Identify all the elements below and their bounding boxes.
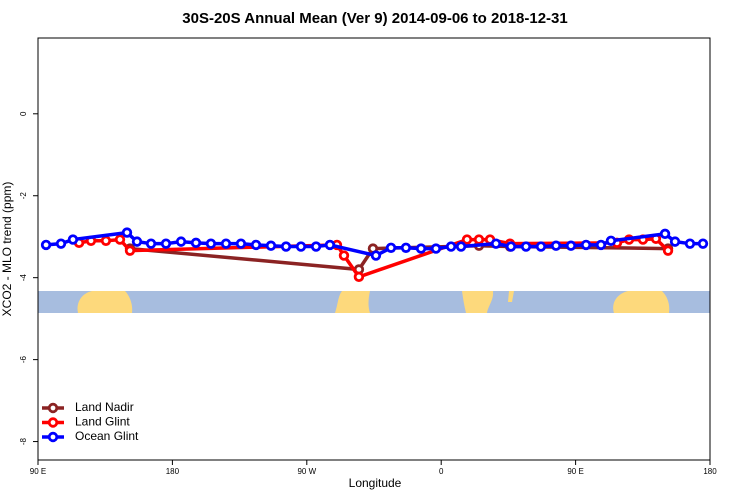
point — [205, 238, 217, 249]
x-tick-label: 90 E — [30, 467, 46, 476]
point — [473, 234, 485, 245]
point — [580, 239, 592, 251]
point — [461, 234, 473, 245]
point — [114, 234, 126, 245]
point — [175, 236, 187, 247]
point — [145, 238, 157, 249]
point — [250, 239, 262, 251]
point — [100, 235, 112, 247]
land — [613, 291, 670, 313]
point — [565, 240, 577, 251]
point — [131, 236, 143, 247]
point — [220, 238, 232, 249]
point — [595, 239, 607, 251]
point — [550, 240, 562, 251]
point — [490, 238, 502, 249]
point — [520, 241, 532, 252]
x-tick-label: 90 W — [297, 467, 316, 476]
x-tick-label: 180 — [166, 467, 180, 476]
map-strip — [38, 291, 710, 313]
point — [415, 243, 427, 254]
legend-label: Land Nadir — [75, 400, 134, 414]
point — [445, 241, 457, 252]
point — [684, 238, 696, 249]
point — [280, 241, 292, 252]
y-tick-label: -2 — [19, 192, 28, 200]
point — [295, 241, 307, 252]
point — [190, 237, 202, 249]
point — [662, 245, 674, 256]
point — [535, 241, 547, 252]
point — [430, 243, 442, 254]
point — [370, 250, 382, 261]
point — [338, 250, 350, 261]
ocean-band — [38, 291, 710, 313]
y-tick-label: -8 — [19, 437, 28, 445]
x-tick-label: 0 — [439, 467, 444, 476]
point — [67, 234, 79, 245]
point — [55, 238, 67, 249]
y-axis-label: XCO2 - MLO trend (ppm) — [0, 182, 14, 317]
plot-frame — [37, 37, 711, 461]
legend-marker — [47, 402, 59, 414]
legend-marker — [47, 431, 59, 443]
point — [324, 239, 336, 251]
point — [124, 245, 136, 256]
point — [605, 235, 617, 247]
point — [697, 238, 709, 249]
y-tick-label: -6 — [19, 356, 28, 364]
land — [508, 291, 514, 302]
point — [121, 227, 133, 238]
point — [659, 228, 671, 240]
legend-marker — [47, 417, 59, 428]
point — [385, 242, 397, 253]
x-axis-label: Longitude — [349, 476, 402, 490]
point — [669, 236, 681, 247]
legend-label: Land Glint — [75, 415, 130, 429]
land — [462, 291, 494, 313]
point — [455, 241, 467, 252]
point — [310, 241, 322, 252]
point — [40, 239, 52, 251]
point — [400, 242, 412, 253]
land — [335, 291, 370, 313]
y-tick-label: 0 — [19, 111, 28, 116]
point — [505, 241, 517, 252]
y-tick-label: -4 — [19, 274, 28, 282]
point — [353, 271, 365, 283]
point — [265, 240, 277, 251]
x-tick-label: 90 E — [567, 467, 583, 476]
point — [160, 238, 172, 249]
chart-title: 30S-20S Annual Mean (Ver 9) 2014-09-06 t… — [182, 10, 567, 27]
x-tick-label: 180 — [703, 467, 717, 476]
land — [77, 291, 133, 313]
point — [235, 238, 247, 249]
legend-label: Ocean Glint — [75, 429, 139, 443]
